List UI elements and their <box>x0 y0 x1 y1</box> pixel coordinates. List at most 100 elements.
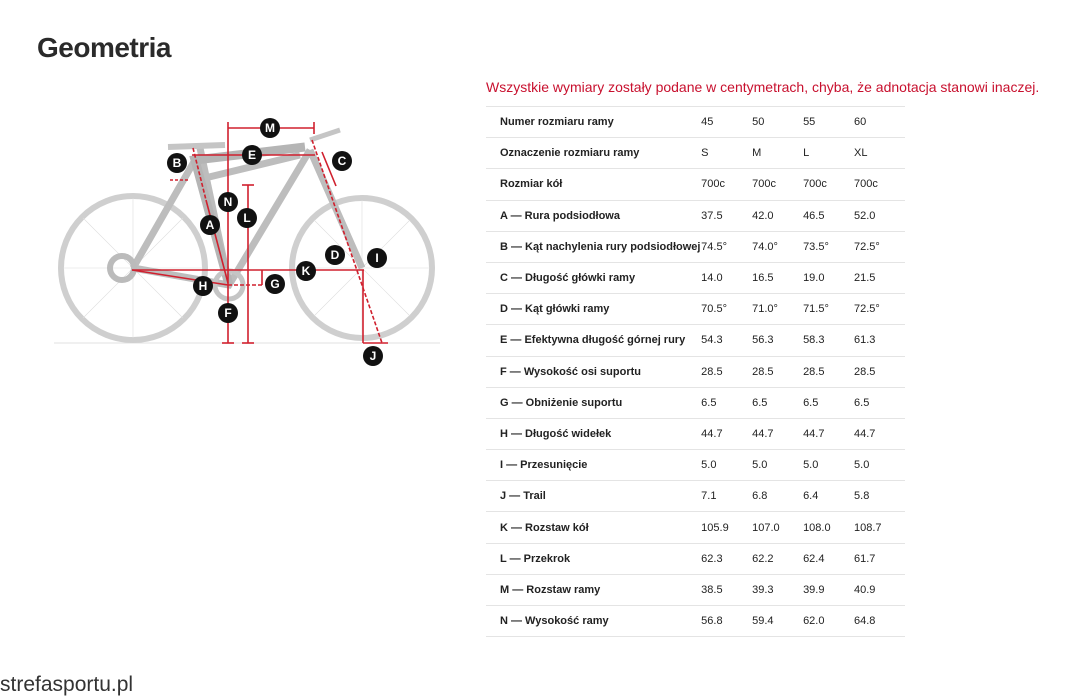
svg-text:L: L <box>243 211 250 225</box>
row-value: 700c <box>854 168 905 201</box>
row-value: 28.5 <box>752 355 804 388</box>
marker-a: A <box>200 215 220 235</box>
svg-text:F: F <box>224 306 231 320</box>
row-value: 6.5 <box>854 386 905 419</box>
svg-text:E: E <box>248 148 256 162</box>
row-value: 37.5 <box>701 199 753 232</box>
row-value: 38.5 <box>701 573 753 606</box>
marker-circle <box>260 118 280 138</box>
row-value: 7.1 <box>701 480 753 512</box>
table-row: L — Przekrok 62.3 62.2 62.4 61.7 <box>486 542 905 575</box>
row-value: 60 <box>854 105 905 138</box>
row-label: K — Rozstaw kół <box>486 511 702 544</box>
marker-circle <box>332 151 352 171</box>
row-label: Numer rozmiaru ramy <box>486 105 702 138</box>
row-value: 62.0 <box>803 604 855 638</box>
table-row: A — Rura podsiodłowa 37.5 42.0 46.5 52.0 <box>486 199 905 232</box>
row-value: 39.3 <box>752 573 804 606</box>
row-label: Rozmiar kół <box>486 168 702 201</box>
marker-circle <box>193 276 213 296</box>
row-value: 44.7 <box>803 417 855 450</box>
row-label: J — Trail <box>486 480 702 512</box>
row-value: 71.5° <box>803 293 855 325</box>
watermark: strefasportu.pl <box>0 673 134 696</box>
row-value: 73.5° <box>803 230 855 263</box>
table-row: Oznaczenie rozmiaru ramy S M L XL <box>486 137 905 169</box>
marker-circle <box>242 145 262 165</box>
marker-circle <box>218 303 238 323</box>
row-value: L <box>803 137 855 169</box>
row-value: 56.3 <box>752 324 804 356</box>
marker-circle <box>367 248 387 268</box>
marker-circle <box>363 346 383 366</box>
row-value: 44.7 <box>854 417 905 450</box>
marker-circle <box>325 245 345 265</box>
row-label: C — Długość główki ramy <box>486 261 702 294</box>
marker-m: M <box>260 118 280 138</box>
row-value: 16.5 <box>752 261 804 294</box>
row-value: 39.9 <box>803 573 855 606</box>
row-value: 62.2 <box>752 542 804 575</box>
table-row: N — Wysokość ramy 56.8 59.4 62.0 64.8 <box>486 604 905 638</box>
row-value: 5.0 <box>701 449 753 481</box>
svg-text:I: I <box>375 251 378 265</box>
row-label: M — Rozstaw ramy <box>486 573 702 606</box>
table-row: B — Kąt nachylenia rury podsiodłowej 74.5… <box>486 230 905 263</box>
row-value: 61.7 <box>854 542 905 575</box>
marker-circle <box>296 261 316 281</box>
table-row: I — Przesunięcie 5.0 5.0 5.0 5.0 <box>486 449 905 481</box>
row-value: 5.0 <box>854 449 905 481</box>
row-label: E — Efektywna długość górnej rury <box>486 324 702 356</box>
row-value: 45 <box>701 105 753 138</box>
row-value: 55 <box>803 105 855 138</box>
row-value: 54.3 <box>701 324 753 356</box>
table-row: F — Wysokość osi suportu 28.5 28.5 28.5 28.5 <box>486 355 905 388</box>
row-value: 61.3 <box>854 324 905 356</box>
row-value: 56.8 <box>701 604 753 638</box>
units-note: Wszystkie wymiary zostały podane w centy… <box>486 79 1040 95</box>
row-value: 6.5 <box>803 386 855 419</box>
row-label: N — Wysokość ramy <box>486 604 702 638</box>
row-value: 6.4 <box>803 480 855 512</box>
row-value: 108.0 <box>803 511 855 544</box>
row-value: 44.7 <box>701 417 753 450</box>
row-label: D — Kąt główki ramy <box>486 293 702 325</box>
row-value: XL <box>854 137 905 169</box>
row-value: 71.0° <box>752 293 804 325</box>
marker-b: B <box>167 153 187 173</box>
row-value: 72.5° <box>854 293 905 325</box>
row-value: 62.3 <box>701 542 753 575</box>
svg-text:G: G <box>270 277 279 291</box>
row-value: 700c <box>752 168 804 201</box>
row-value: 108.7 <box>854 511 905 544</box>
row-value: 59.4 <box>752 604 804 638</box>
table-row: Rozmiar kół 700c 700c 700c 700c <box>486 168 905 201</box>
row-value: 46.5 <box>803 199 855 232</box>
row-value: 42.0 <box>752 199 804 232</box>
svg-text:K: K <box>302 264 311 278</box>
row-value: 58.3 <box>803 324 855 356</box>
row-value: 19.0 <box>803 261 855 294</box>
marker-i: I <box>367 248 387 268</box>
row-value: 700c <box>803 168 855 201</box>
row-value: 6.8 <box>752 480 804 512</box>
row-value: S <box>701 137 753 169</box>
marker-e: E <box>242 145 262 165</box>
row-label: Oznaczenie rozmiaru ramy <box>486 137 702 169</box>
table-row: G — Obniżenie suportu 6.5 6.5 6.5 6.5 <box>486 386 905 419</box>
row-value: 105.9 <box>701 511 753 544</box>
svg-text:J: J <box>370 349 377 363</box>
table-row: K — Rozstaw kół 105.9 107.0 108.0 108.7 <box>486 511 905 544</box>
row-value: 14.0 <box>701 261 753 294</box>
row-label: I — Przesunięcie <box>486 449 702 481</box>
table-row: C — Długość główki ramy 14.0 16.5 19.0 21.5 <box>486 261 905 294</box>
marker-k: K <box>296 261 316 281</box>
svg-text:B: B <box>173 156 182 170</box>
row-value: 28.5 <box>803 355 855 388</box>
row-value: 6.5 <box>752 386 804 419</box>
table-row: J — Trail 7.1 6.8 6.4 5.8 <box>486 480 905 512</box>
row-value: 107.0 <box>752 511 804 544</box>
marker-circle <box>237 208 257 228</box>
row-value: 5.0 <box>752 449 804 481</box>
marker-d: D <box>325 245 345 265</box>
